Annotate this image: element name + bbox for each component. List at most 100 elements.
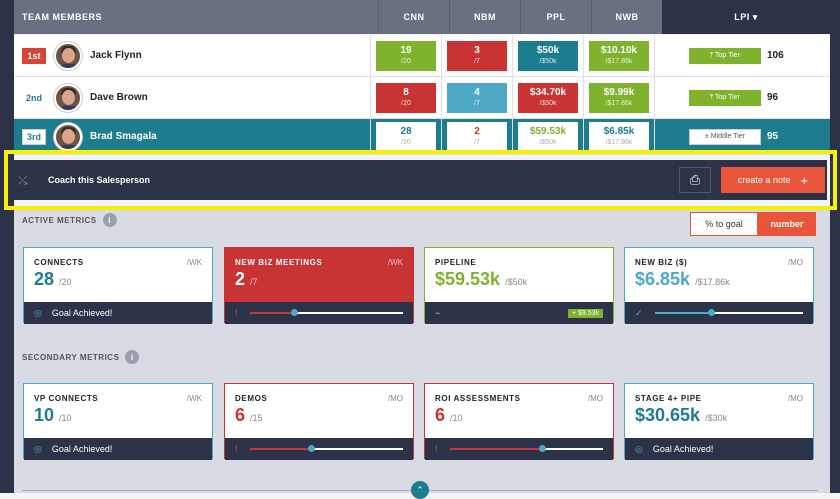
check-icon: ✓ — [635, 307, 643, 318]
metric-ppl: $50k/$50k — [518, 40, 578, 71]
header-nwb[interactable]: NWB — [591, 0, 662, 34]
avatar — [54, 122, 82, 151]
card-label: NEW BIZ ($) — [635, 258, 688, 267]
active-metrics-title: ACTIVE METRICS i — [22, 213, 117, 227]
card-value: 10 — [34, 405, 55, 425]
progress-track — [654, 309, 803, 316]
coach-label[interactable]: Coach this Salesperson — [48, 175, 151, 185]
right-sidebar — [830, 0, 840, 493]
member-name[interactable]: Brad Smagala — [90, 131, 157, 142]
alert-icon: ! — [235, 308, 238, 318]
header-team-members[interactable]: TEAM MEMBERS — [22, 12, 102, 22]
metric-card-connects[interactable]: CONNECTS /WK 28 /20 ◎ Goal Achieved! — [23, 247, 213, 324]
rank-badge: 2nd — [25, 92, 42, 103]
lpi-score: 95 — [767, 131, 779, 142]
create-note-button[interactable]: create a note + — [721, 167, 825, 193]
card-total: /10 — [450, 413, 463, 423]
progress-track — [249, 309, 403, 316]
card-period: /MO — [787, 394, 803, 403]
lpi-score: 96 — [767, 92, 779, 103]
alert-icon: ! — [435, 444, 438, 454]
metric-nbm: 2/7 — [447, 121, 507, 152]
table-header: TEAM MEMBERS CNN NBM PPL NWB LPI ▾ — [14, 0, 830, 34]
metric-cnn: 19/20 — [376, 40, 436, 71]
target-icon: ◎ — [34, 443, 42, 454]
metric-nwb: $9.99k/$17.86k — [589, 82, 649, 113]
print-button[interactable]: ⎙ — [679, 167, 711, 193]
card-period: /WK — [186, 258, 202, 267]
metric-card-vp-connects[interactable]: VP CONNECTS /WK 10 /10 ◎ Goal Achieved! — [23, 383, 213, 460]
avatar — [54, 41, 82, 70]
alert-icon: ! — [235, 444, 238, 454]
card-value: 2 — [235, 269, 246, 289]
metric-ppl: $59.53k/$50k — [518, 121, 578, 152]
card-label: STAGE 4+ PIPE — [635, 394, 702, 403]
metric-ppl: $34.70k/$50k — [518, 82, 578, 113]
table-row[interactable]: 2nd Dave Brown 8/20 4/7 $34.70k/$50k $9.… — [14, 77, 830, 119]
card-label: VP CONNECTS — [34, 394, 99, 403]
coach-strategy-icon: ⤯ — [18, 172, 28, 187]
card-value: 6 — [435, 405, 446, 425]
member-name[interactable]: Dave Brown — [90, 92, 148, 103]
card-total: /10 — [59, 413, 72, 423]
metric-card-new-biz-meetings[interactable]: NEW BIZ MEETINGS /WK 2 /7 ! — [224, 247, 414, 324]
metric-card-roi-assessments[interactable]: ROI ASSESSMENTS /MO 6 /10 ! — [424, 383, 614, 460]
metric-card-stage4-pipe[interactable]: STAGE 4+ PIPE /MO $30.65k /$30k ◎ Goal Ac… — [624, 383, 814, 460]
tier-badge: ⤒ Top Tier — [689, 47, 761, 64]
card-value: $30.65k — [635, 405, 701, 425]
table-row[interactable]: 1st Jack Flynn 19/20 3/7 $50k/$50k $10.1… — [14, 35, 830, 77]
card-period: /MO — [387, 394, 403, 403]
plus-icon: + — [800, 172, 809, 188]
left-sidebar — [0, 0, 14, 493]
card-period: /MO — [587, 394, 603, 403]
printer-icon: ⎙ — [689, 172, 701, 187]
metric-nwb: $10.10k/$17.86k — [589, 40, 649, 71]
header-lpi-sort[interactable]: LPI ▾ — [662, 0, 830, 34]
card-value: 6 — [235, 405, 246, 425]
card-total: /$17.86k — [695, 277, 730, 287]
chevron-up-icon[interactable]: ⌃ — [411, 481, 429, 499]
rank-badge: 1st — [22, 47, 46, 64]
card-value: $59.53k — [435, 269, 501, 289]
progress-track — [249, 445, 403, 452]
card-total: /$30k — [705, 413, 728, 423]
metric-nbm: 3/7 — [447, 40, 507, 71]
info-icon[interactable]: i — [125, 350, 140, 364]
member-name[interactable]: Jack Flynn — [90, 50, 142, 61]
info-icon[interactable]: i — [102, 213, 117, 227]
card-total: /15 — [250, 413, 263, 423]
card-period: /WK — [186, 394, 202, 403]
metric-cnn: 8/20 — [376, 82, 436, 113]
card-value: $6.85k — [635, 269, 691, 289]
target-icon: ◎ — [635, 443, 643, 454]
goal-status: Goal Achieved! — [51, 308, 113, 318]
metric-nwb: $6.85k/$17.86k — [589, 121, 649, 152]
card-label: NEW BIZ MEETINGS — [235, 258, 323, 267]
card-label: PIPELINE — [435, 258, 477, 267]
metric-card-pipeline[interactable]: PIPELINE $59.53k /$50k ⌁ + $9.53k — [424, 247, 614, 324]
card-total: /$50k — [505, 277, 528, 287]
header-cnn[interactable]: CNN — [378, 0, 449, 34]
coach-bar: ⤯ Coach this Salesperson ⎙ create a note… — [14, 160, 827, 200]
surplus-badge: + $9.53k — [567, 308, 603, 318]
metric-card-new-biz-dollars[interactable]: NEW BIZ ($) /MO $6.85k /$17.86k ✓ — [624, 247, 814, 324]
header-ppl[interactable]: PPL — [520, 0, 591, 34]
metric-cnn: 28/20 — [376, 121, 436, 152]
card-label: CONNECTS — [34, 258, 84, 267]
table-row-selected[interactable]: 3rd Brad Smagala 28/20 2/7 $59.53k/$50k … — [14, 119, 830, 155]
toggle-percent-to-goal[interactable]: % to goal — [690, 212, 758, 236]
avatar — [54, 83, 82, 112]
goal-status: Goal Achieved! — [652, 444, 714, 454]
display-toggle: % to goal number — [690, 212, 816, 236]
card-label: DEMOS — [235, 394, 268, 403]
tier-badge: ± Middle Tier — [689, 128, 761, 145]
progress-track — [449, 445, 603, 452]
secondary-metrics-title: SECONDARY METRICS i — [22, 350, 140, 364]
header-nbm[interactable]: NBM — [449, 0, 520, 34]
card-label: ROI ASSESSMENTS — [435, 394, 521, 403]
metric-card-demos[interactable]: DEMOS /MO 6 /15 ! — [224, 383, 414, 460]
target-icon: ◎ — [34, 307, 42, 318]
tier-badge: ⤒ Top Tier — [689, 89, 761, 106]
toggle-number[interactable]: number — [758, 212, 816, 236]
